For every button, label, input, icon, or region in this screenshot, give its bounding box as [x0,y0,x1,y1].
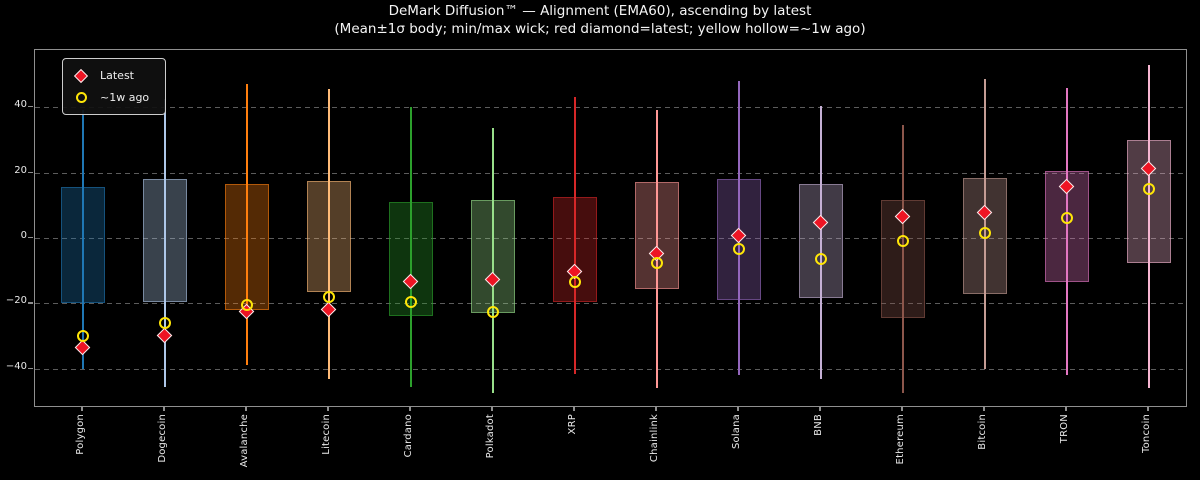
week-ago-ring-marker [979,227,991,240]
plot-area: Latest ~1w ago [34,49,1187,407]
y-tick-label: −20 [5,295,27,307]
x-tick-mark [81,407,83,411]
week-ago-ring-marker [733,243,745,256]
week-ago-ring-marker [1061,212,1073,225]
latest-diamond-marker [156,327,173,344]
candle-wick [1147,64,1151,389]
week-ago-ring-marker [405,295,417,308]
chart-subtitle: (Mean±1σ body; min/max wick; red diamond… [334,20,866,37]
candle-wick [81,110,85,369]
x-tick-mark [327,407,329,411]
candle-wick [491,128,495,394]
x-tick-label: Dogecoin [157,414,168,463]
week-ago-ring-marker [651,256,663,269]
x-tick-mark [983,407,985,411]
week-ago-ring-marker [159,316,171,329]
x-tick-label: Ethereum [895,414,906,465]
y-tick-mark [28,367,33,369]
x-tick-mark [819,407,821,411]
legend-latest-label: Latest [100,69,134,82]
candle-wick [327,89,331,379]
week-ago-ring-marker [487,305,499,318]
candle-wick [573,97,577,374]
x-tick-label: Litecoin [321,414,332,455]
x-tick-label: Polkadot [485,414,496,459]
week-ago-ring-marker [241,299,253,311]
y-tick-label: 20 [14,164,27,176]
legend-item-latest: Latest [73,66,149,85]
candle-wick [163,99,167,387]
chart-title-block: DeMark Diffusion™ — Alignment (EMA60), a… [0,3,1200,38]
y-tick-mark [28,236,33,239]
x-tick-label: XRP [567,414,578,435]
x-tick-label: TRON [1059,414,1070,444]
week-ago-ring-marker [323,290,335,303]
week-ago-ring-marker [1143,182,1155,195]
x-tick-label: Chainlink [649,414,660,463]
x-tick-mark [245,407,247,411]
candle-wick [409,107,413,387]
legend-item-week-ago: ~1w ago [74,88,149,107]
latest-diamond-icon [73,68,89,83]
x-tick-mark [573,407,575,411]
gridline [35,237,1186,239]
week-ago-ring-marker [77,330,89,343]
x-tick-mark [491,407,493,411]
x-tick-label: BNB [813,414,824,436]
y-tick-label: 0 [20,229,27,241]
week-ago-ring-icon [74,91,88,105]
x-tick-label: Bitcoin [977,414,988,450]
week-ago-ring-marker [815,253,827,266]
x-tick-label: Avalanche [239,414,250,468]
red-diamond-glyph [73,68,89,83]
x-tick-label: Polygon [75,414,86,455]
x-tick-mark [1147,407,1149,411]
x-tick-mark [409,407,411,411]
x-tick-label: Toncoin [1141,414,1152,453]
y-tick-label: −40 [5,360,27,372]
legend-week-ago-label: ~1w ago [100,91,150,104]
gridline [35,303,1186,305]
x-tick-mark [901,407,903,411]
y-tick-mark [28,302,33,304]
legend: Latest ~1w ago [62,58,167,115]
x-tick-mark [737,407,739,411]
chart-title: DeMark Diffusion™ — Alignment (EMA60), a… [388,3,812,19]
gridline [35,368,1186,370]
yellow-ring-glyph [75,92,87,103]
y-tick-mark [28,171,33,173]
candle-wick [901,125,905,394]
week-ago-ring-marker [897,235,909,248]
gridline [35,107,1186,109]
x-tick-mark [655,407,657,411]
x-tick-label: Solana [731,414,742,450]
y-tick-label: 40 [14,99,27,111]
x-tick-label: Cardano [403,414,414,458]
y-tick-mark [28,106,33,108]
candle-wick [1065,87,1069,376]
x-tick-mark [163,407,165,411]
candle-wick [245,84,249,366]
candle-wick [983,79,987,369]
gridline [35,172,1186,174]
candle-wick [819,105,823,379]
x-tick-mark [1065,407,1067,411]
week-ago-ring-marker [569,276,581,289]
